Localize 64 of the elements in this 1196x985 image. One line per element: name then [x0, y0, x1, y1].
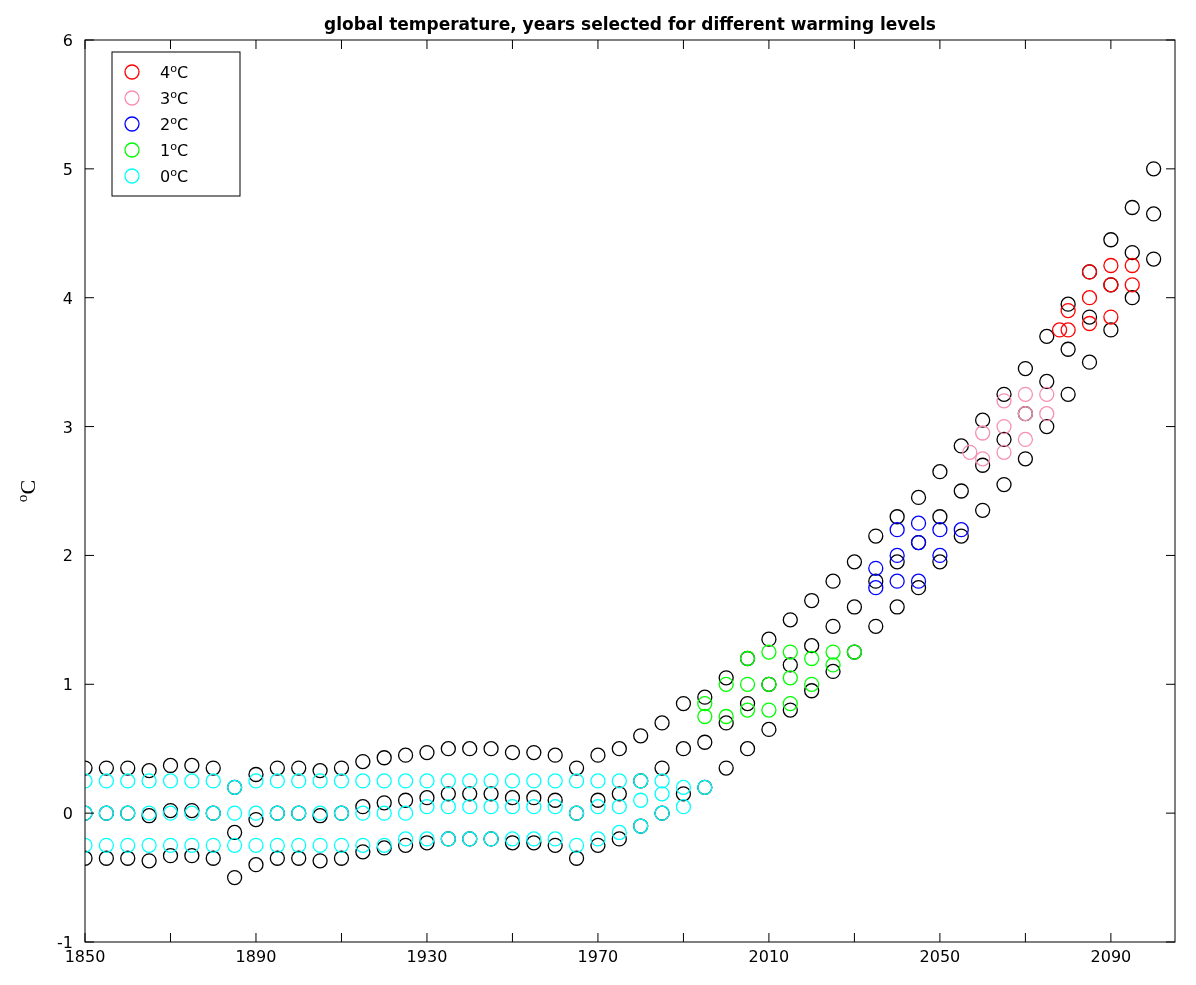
point	[1039, 406, 1055, 422]
point	[1017, 386, 1034, 403]
y-tick-label: 6	[62, 31, 73, 50]
legend-label: 4$^{o}$C	[160, 61, 189, 82]
point	[782, 670, 798, 686]
point	[953, 522, 969, 538]
point	[1081, 290, 1098, 306]
point	[761, 702, 777, 718]
x-tick-label: 2010	[748, 947, 790, 966]
point	[1103, 309, 1119, 325]
point	[718, 676, 734, 692]
point	[1124, 277, 1140, 293]
point	[825, 644, 841, 660]
legend-label: 2$^{o}$C	[160, 113, 189, 134]
point	[868, 560, 884, 576]
point	[996, 418, 1012, 435]
point	[739, 702, 756, 718]
y-tick-label: 1	[62, 675, 73, 695]
legend-label: 0$^{o}$C	[160, 165, 189, 186]
y-tick-label: 2	[62, 546, 73, 566]
point	[975, 451, 991, 467]
y-tick-label: 5	[62, 159, 73, 179]
point	[825, 657, 841, 673]
x-tick-label: 2090	[1090, 947, 1132, 966]
point	[962, 444, 978, 460]
point	[1039, 386, 1055, 403]
point	[889, 522, 905, 538]
point	[804, 676, 820, 692]
legend-label: 3$^{o}$C	[160, 87, 189, 108]
y-tick-label: 3	[62, 417, 73, 437]
point	[910, 515, 927, 531]
x-tick-label: 1970	[577, 947, 619, 966]
point	[889, 573, 905, 589]
point	[782, 644, 798, 660]
point	[739, 676, 756, 692]
point	[889, 547, 905, 564]
point	[996, 444, 1012, 460]
point	[1103, 257, 1119, 274]
chart-title: global temperature, years selected for different warming levels	[324, 14, 936, 34]
point	[718, 708, 734, 725]
point	[804, 650, 820, 667]
x-tick-label: 1930	[406, 947, 448, 966]
point	[932, 522, 948, 538]
point	[1081, 315, 1098, 332]
point	[1060, 322, 1076, 338]
y-tick-label: 4	[62, 288, 73, 308]
point	[1060, 302, 1076, 319]
point	[761, 644, 777, 660]
point	[996, 393, 1012, 409]
x-tick-label: 1850	[64, 947, 106, 966]
legend-label: 1$^{o}$C	[160, 139, 189, 160]
point	[697, 695, 713, 712]
y-tick-label: 0	[62, 804, 73, 824]
point	[932, 547, 948, 564]
point	[910, 573, 927, 589]
x-tick-label: 1890	[235, 947, 277, 966]
point	[782, 695, 798, 712]
point	[868, 579, 884, 596]
point	[697, 708, 713, 725]
point	[1017, 431, 1034, 448]
point	[1124, 257, 1140, 274]
x-tick-label: 2050	[919, 947, 961, 966]
point	[1051, 322, 1068, 338]
point	[975, 425, 991, 441]
